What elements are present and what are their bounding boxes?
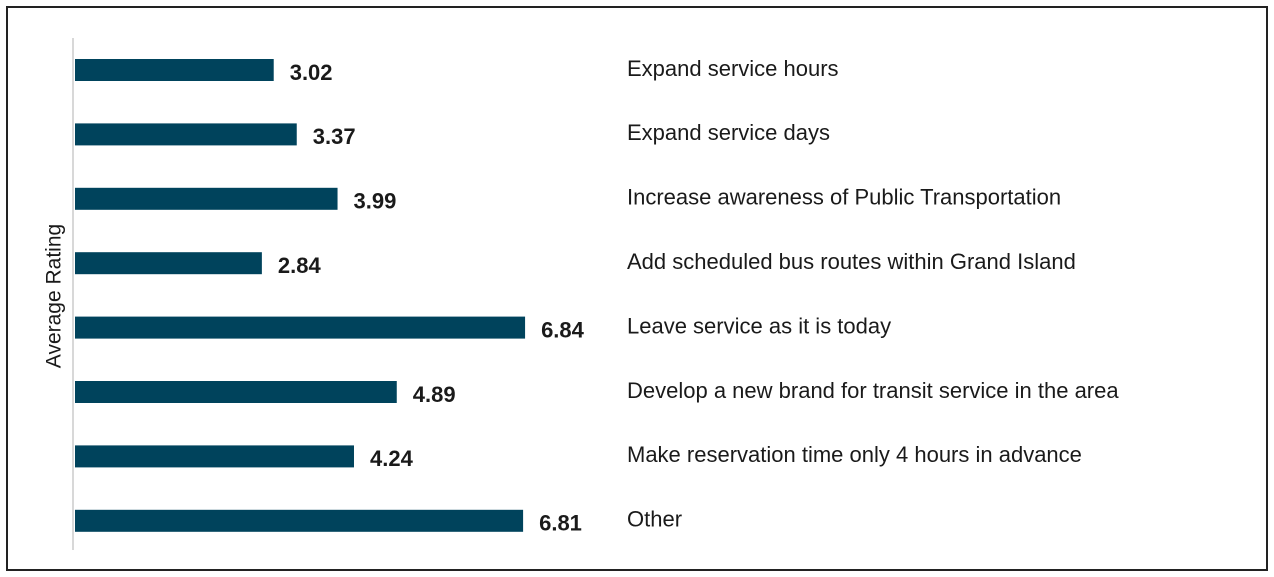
category-label: Develop a new brand for transit service … <box>627 378 1119 403</box>
bar <box>75 509 524 532</box>
value-label: 4.24 <box>370 446 414 471</box>
value-label: 6.84 <box>541 317 585 342</box>
category-label: Leave service as it is today <box>627 313 891 338</box>
bar <box>75 59 274 81</box>
category-label: Expand service days <box>627 120 830 145</box>
bar <box>75 123 297 146</box>
category-label: Add scheduled bus routes within Grand Is… <box>627 249 1076 274</box>
value-label: 6.81 <box>539 511 582 536</box>
category-label: Expand service hours <box>627 56 839 81</box>
bar <box>75 187 338 210</box>
bar <box>75 445 354 468</box>
bar <box>75 252 262 275</box>
y-axis-label: Average Rating <box>43 224 66 368</box>
value-label: 3.99 <box>354 189 397 214</box>
value-label: 3.37 <box>313 124 356 149</box>
value-label: 3.02 <box>290 60 333 85</box>
bar <box>75 316 526 339</box>
category-label: Make reservation time only 4 hours in ad… <box>627 442 1082 467</box>
frame <box>6 6 1268 571</box>
category-label: Increase awareness of Public Transportat… <box>627 185 1061 210</box>
bar <box>75 381 397 403</box>
value-label: 4.89 <box>413 382 456 407</box>
value-label: 2.84 <box>278 253 322 278</box>
category-label: Other <box>627 507 682 532</box>
